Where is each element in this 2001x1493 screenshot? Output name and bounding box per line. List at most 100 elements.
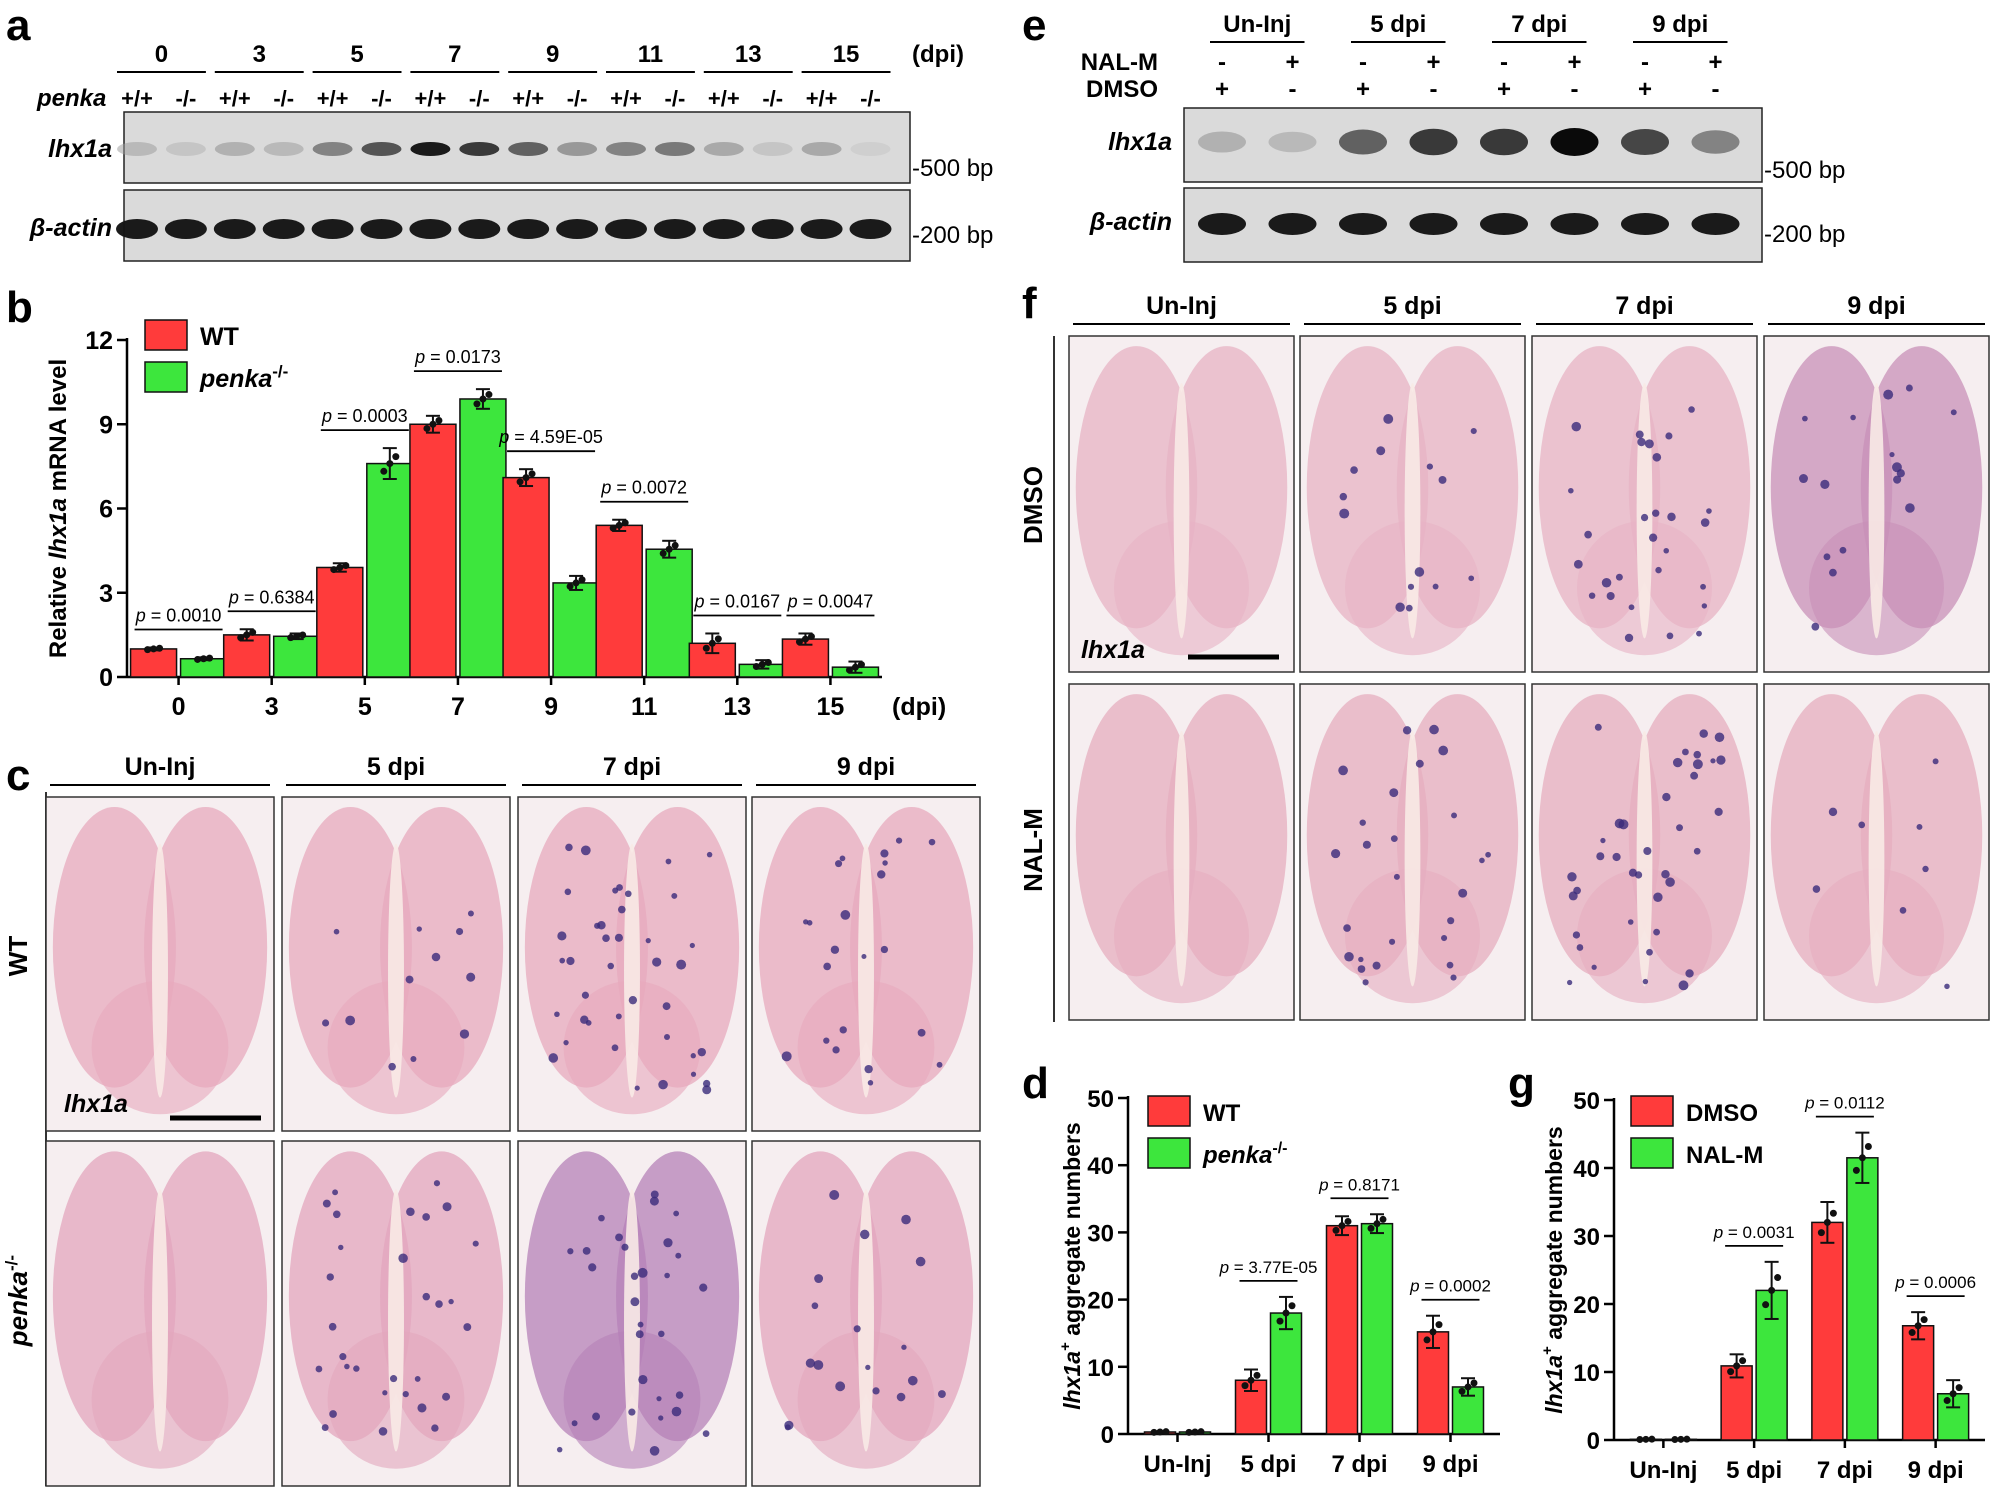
ish-aggregate-dot [650,1190,659,1199]
ish-aggregate-dot [1331,848,1341,859]
data-point [708,639,716,647]
ish-f-dmso-image [1763,335,1990,673]
ish-aggregate-dot [321,1424,329,1431]
gel-a-actin-band [702,219,745,239]
legend-text: NAL-M [1686,1142,1763,1169]
x-tick-label: 15 [817,693,845,721]
y-axis-label-part: mRNA level [45,359,72,498]
ish-aggregate-dot [338,1244,344,1251]
data-point [1185,1428,1193,1436]
data-point [479,395,487,403]
ish-aggregate-dot [864,1064,873,1074]
data-point [1332,1226,1340,1234]
ish-aggregate-dot [839,855,846,862]
gel-a-genotype: -/- [371,86,392,111]
ish-c-column-label: 9 dpi [837,753,895,781]
p-value-part: = 0.0173 [425,347,501,367]
ish-aggregate-dot [901,1344,907,1350]
ish-aggregate-dot [1655,566,1662,574]
ish-aggregate-dot [1640,513,1649,522]
data-point [1739,1357,1747,1365]
data-point [516,478,524,486]
ish-aggregate-dot [1899,907,1907,914]
ish-aggregate-dot [630,1272,639,1280]
ish-aggregate-dot [581,991,589,999]
ish-aggregate-dot [1714,732,1725,743]
ish-aggregate-dot [1600,837,1606,844]
ish-tissue-midline [1868,383,1885,639]
data-point [1253,1371,1261,1379]
gel-a-genotype: -/- [860,86,881,111]
ish-aggregate-dot [1447,917,1455,925]
ish-aggregate-dot [928,838,936,846]
ish-aggregate-dot [329,1410,337,1418]
gel-a-genotype: +/+ [219,86,251,111]
bar-series1 [1416,1331,1450,1435]
gel-a-genotype: +/+ [414,86,446,111]
ish-tissue-midline [1173,731,1190,987]
data-point [1768,1286,1776,1294]
ish-aggregate-dot [1944,983,1950,990]
p-value-part: p [1219,1258,1229,1277]
gel-e-lhx1a-band [1339,129,1387,155]
ish-aggregate-dot [1802,415,1808,422]
ish-aggregate-dot [649,1445,660,1456]
p-value-part: = 0.0002 [1420,1277,1491,1296]
ish-aggregate-dot [1395,602,1405,612]
gel-a-group-label: 15 [833,41,860,68]
ish-aggregate-dot [1905,503,1915,513]
bar-series2 [1360,1222,1394,1435]
y-tick-label: 10 [1573,1360,1600,1387]
gel-e-treat-mark: - [1430,76,1438,103]
ish-aggregate-dot [637,1321,644,1328]
ish-aggregate-dot [867,1080,874,1086]
data-point [1943,1397,1951,1405]
data-point [572,579,580,587]
ish-aggregate-dot [624,890,632,898]
gel-a-actin-band [262,219,305,239]
ish-aggregate-dot [865,1364,871,1370]
data-point [1683,1435,1691,1443]
ish-aggregate-dot [690,1071,697,1077]
ish-aggregate-dot [1932,758,1939,765]
ish-aggregate-dot [1601,577,1612,588]
gel-a-genotype: +/+ [317,86,349,111]
p-value-part: p [228,587,239,607]
p-value-part: = 0.0047 [798,591,874,611]
data-point [1197,1428,1205,1436]
ish-aggregate-dot [1716,755,1726,765]
gel-a-genotype: +/+ [806,86,838,111]
data-point [1162,1428,1170,1436]
gel-e-treat-mark: - [1641,49,1649,76]
ish-aggregate-dot [1665,877,1675,887]
ish-aggregate-dot [1642,978,1649,985]
ish-aggregate-dot [1450,974,1457,981]
gel-a-actin-band [653,219,696,239]
ish-aggregate-dot [835,860,843,868]
gel-a-genotype: -/- [762,86,783,111]
ish-aggregate-dot [1690,771,1699,780]
ish-aggregate-dot [1576,944,1584,951]
gel-a-genotype-label: penka [36,85,106,112]
ish-aggregate-dot [628,1408,636,1416]
data-point [1156,1428,1164,1436]
ish-aggregate-dot [829,1190,840,1200]
bar-series2 [552,582,600,678]
ish-aggregate-dot [410,1056,417,1063]
bar-series2 [459,398,507,678]
y-tick-label: 20 [1087,1288,1114,1315]
ish-aggregate-dot [472,1240,479,1247]
p-value-part: p [600,478,611,498]
gel-a-actin-band [507,219,550,239]
y-tick-label: 3 [99,580,113,608]
gel-e-treat-mark: + [1356,76,1370,103]
ish-aggregate-dot [565,843,573,852]
ish-aggregate-dot [676,959,687,970]
gel-e-marker-500: -500 bp [1764,157,1845,184]
ish-f-nalm-image [1763,683,1990,1021]
data-point [621,519,629,527]
data-point [1247,1376,1255,1384]
p-value-part: = 0.0167 [705,591,781,611]
p-value-label: p = 0.8171 [1318,1175,1400,1194]
ish-aggregate-dot [1950,409,1957,416]
